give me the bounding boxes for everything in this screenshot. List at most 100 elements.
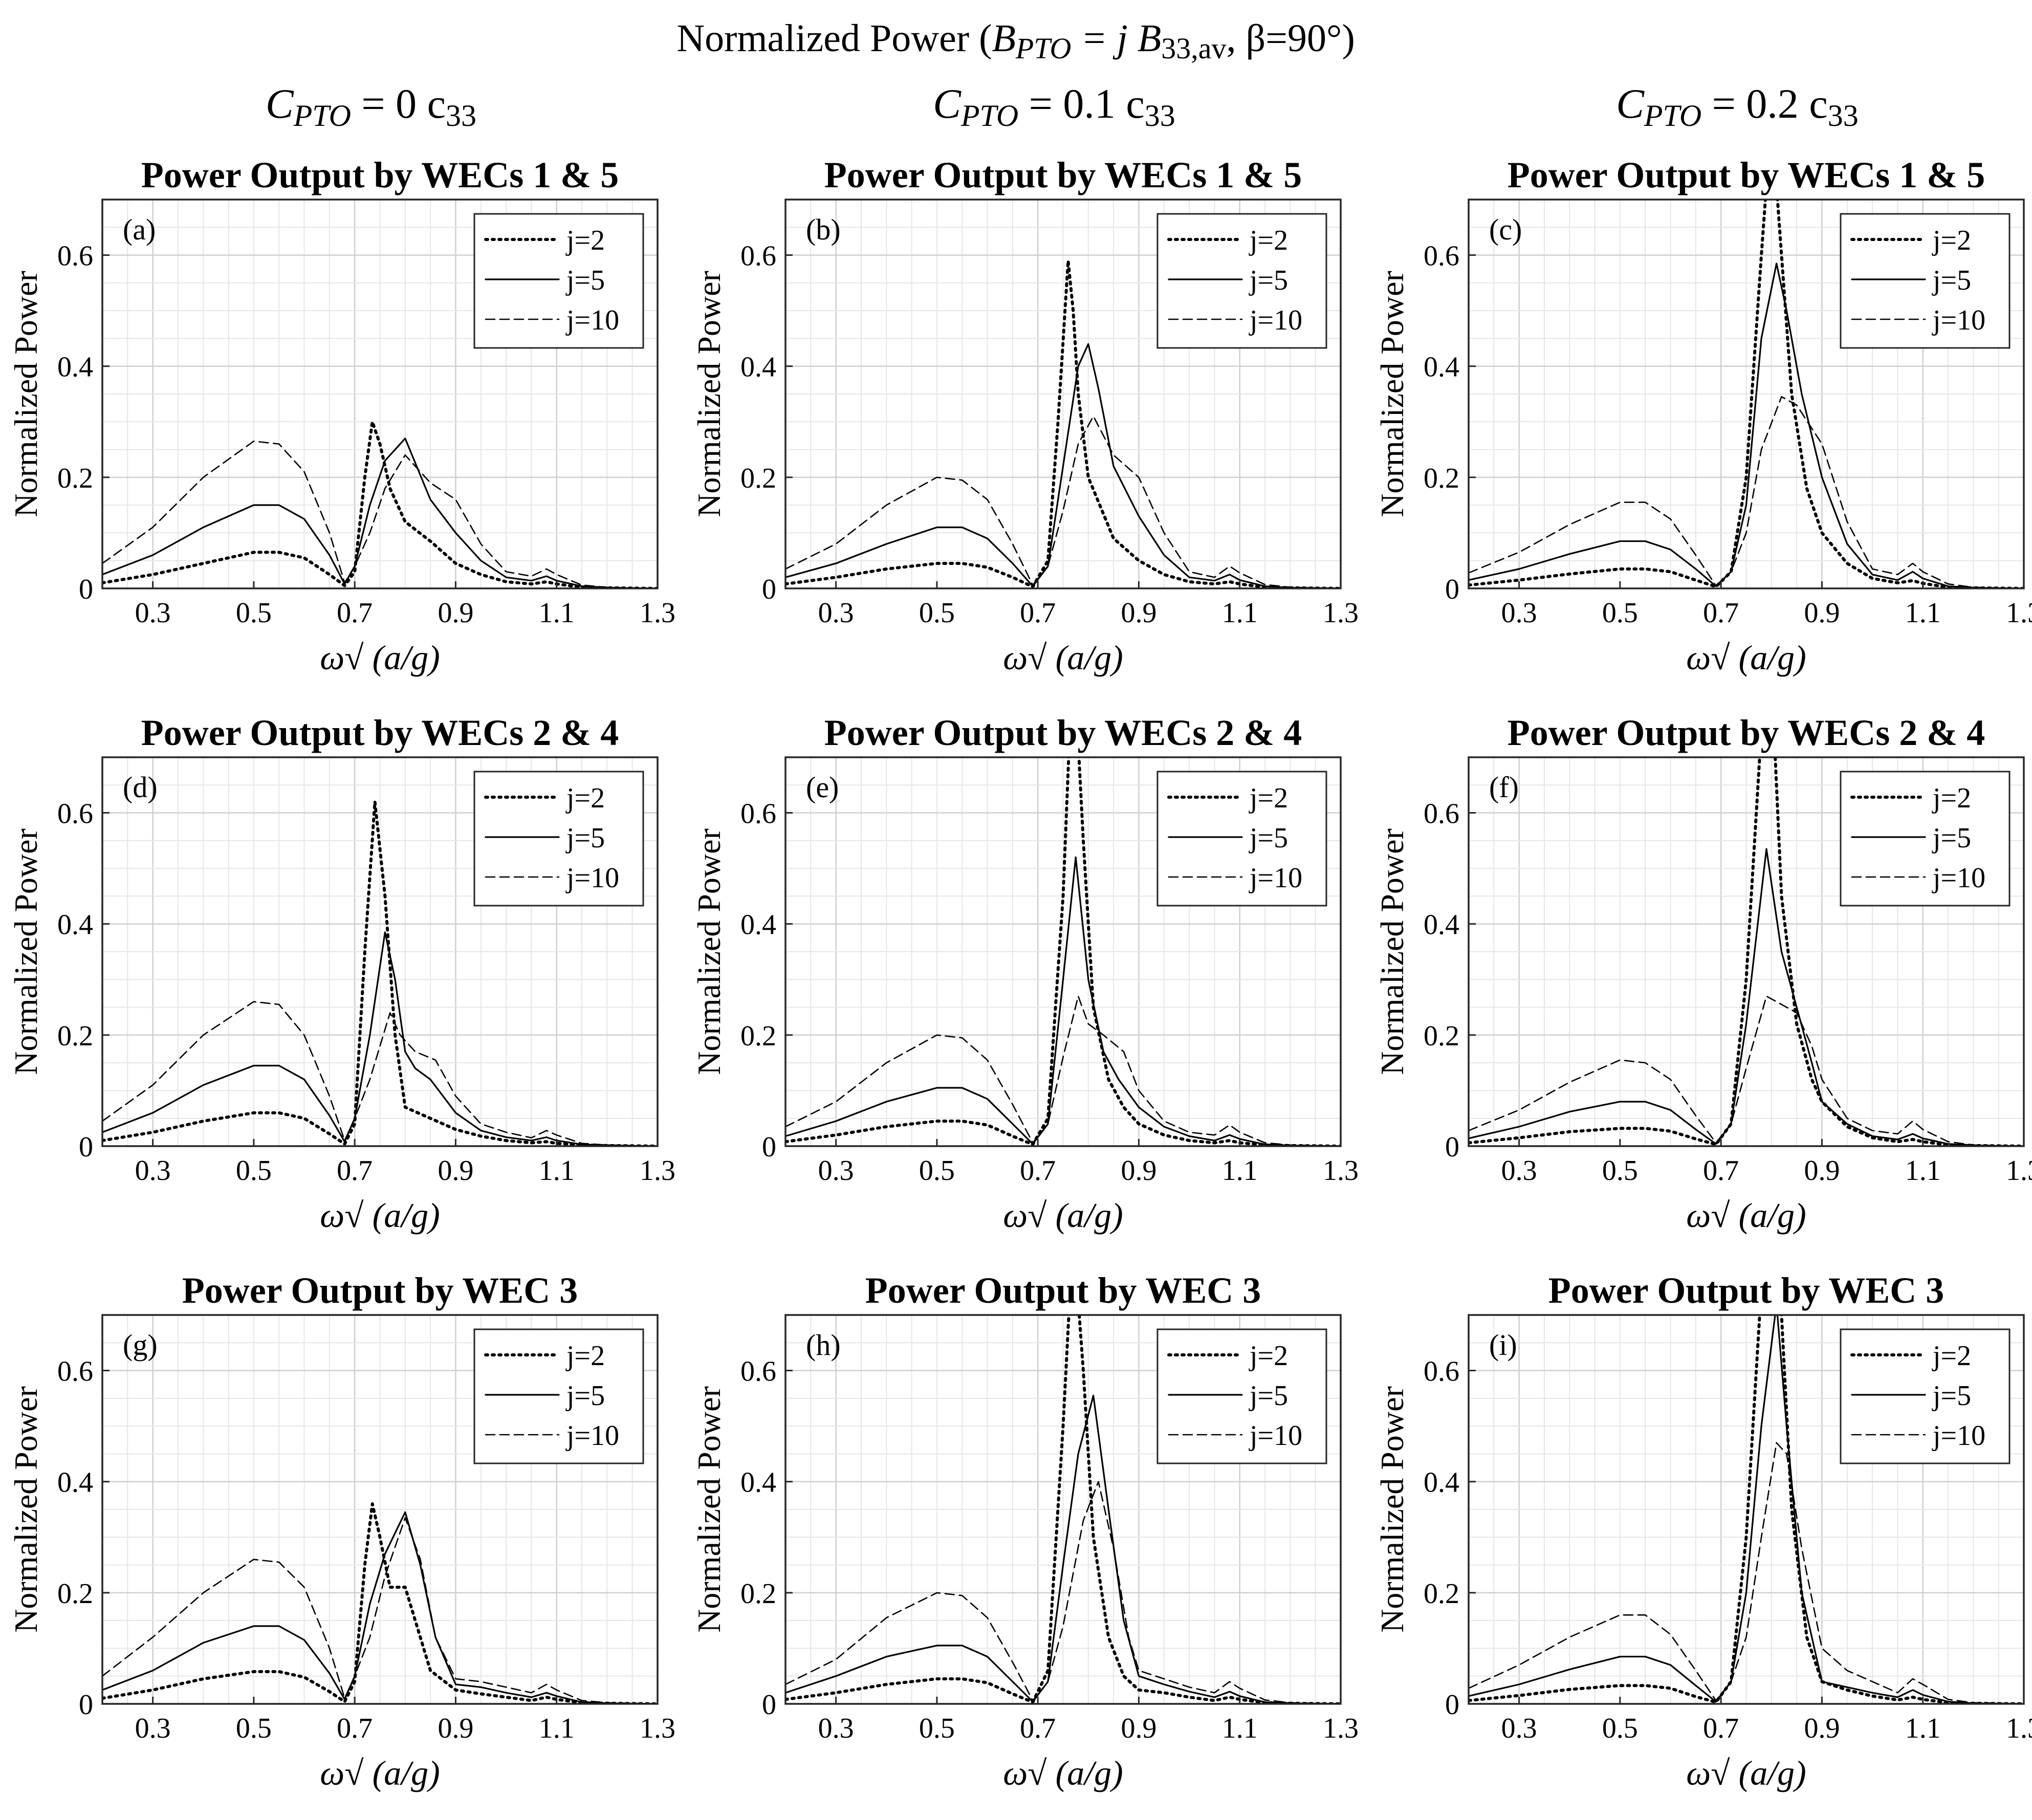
legend-box <box>473 1328 644 1464</box>
chart-panel-1: 0.3 0.5 0.7 0.9 1.1 1.3 0 0.2 0.4 0.6 Power Output… <box>8 155 675 677</box>
x-tick-label: 0.3 <box>1501 597 1537 629</box>
legend-label: j=2 <box>1249 1340 1288 1372</box>
x-tick-label: 0.7 <box>337 1713 373 1744</box>
x-tick-label: 1.3 <box>1323 1713 1359 1744</box>
legend: j=2 j=5 j=10 <box>1840 771 2011 907</box>
x-tick-label: 0.3 <box>1501 1713 1537 1744</box>
x-tick-label: 0.3 <box>818 1155 854 1187</box>
legend-label: j=5 <box>1932 265 1971 296</box>
x-axis-label: ω√ (a/g) <box>320 1196 440 1235</box>
y-tick-label: 0 <box>762 1131 776 1163</box>
series-line-j-5 <box>102 1511 658 1704</box>
series-line-j-5 <box>785 343 1341 588</box>
y-axis-label: Normalized Power <box>691 828 727 1075</box>
y-axis-label: Normalized Power <box>691 271 727 517</box>
legend-box <box>1156 213 1327 349</box>
x-tick-label: 0.3 <box>135 1155 171 1187</box>
series-group <box>785 757 1341 1146</box>
x-tick-label: 0.7 <box>1020 1155 1056 1187</box>
y-tick-label: 0.6 <box>1424 798 1459 830</box>
y-tick-label: 0.4 <box>1424 1467 1459 1499</box>
y-tick-label: 0 <box>79 1131 93 1163</box>
legend-label: j=10 <box>1932 862 1985 894</box>
y-tick-label: 0 <box>79 1689 93 1721</box>
x-tick-label: 0.7 <box>337 1155 373 1187</box>
x-tick-label: 1.1 <box>539 597 575 629</box>
legend-label: j=5 <box>1249 265 1288 296</box>
panel-title: Power Output by WECs 1 & 5 <box>141 155 619 195</box>
x-axis-label: ω√ (a/g) <box>320 1753 440 1792</box>
series-line-j-10 <box>102 441 658 588</box>
y-axis-label: Normalized Power <box>1374 828 1410 1075</box>
x-tick-label: 0.5 <box>1602 597 1638 629</box>
legend-label: j=10 <box>1932 304 1985 336</box>
legend-label: j=10 <box>565 304 619 336</box>
series-group <box>785 1315 1341 1704</box>
x-tick-label: 1.3 <box>1323 1155 1359 1187</box>
x-axis-label: ω√ (a/g) <box>1003 1196 1123 1235</box>
legend-label: j=10 <box>1932 1420 1985 1452</box>
chart-panel-5: 0.3 0.5 0.7 0.9 1.1 1.3 0 0.2 0.4 0.6 Power Output… <box>691 712 1359 1235</box>
series-line-j-2 <box>785 757 1341 1146</box>
legend-label: j=10 <box>565 862 619 894</box>
chart-panel-3: 0.3 0.5 0.7 0.9 1.1 1.3 0 0.2 0.4 0.6 Power Output… <box>1374 155 2032 677</box>
y-tick-label: 0.4 <box>740 909 776 941</box>
x-tick-label: 1.1 <box>1222 1155 1258 1187</box>
series-group <box>102 420 658 588</box>
panel-title: Power Output by WECs 1 & 5 <box>1507 155 1985 195</box>
x-tick-label: 1.1 <box>1905 1713 1941 1744</box>
x-tick-label: 1.3 <box>2006 597 2032 629</box>
y-axis-label: Normalized Power <box>1374 1386 1410 1633</box>
plot-frame <box>784 199 1342 589</box>
legend: j=2 j=5 j=10 <box>473 1328 644 1464</box>
x-tick-label: 0.9 <box>1804 1713 1840 1744</box>
legend-label: j=5 <box>1932 822 1971 854</box>
y-tick-label: 0.2 <box>740 463 776 494</box>
x-tick-label: 0.9 <box>438 1713 473 1744</box>
y-tick-label: 0.4 <box>740 1467 776 1499</box>
x-tick-label: 0.7 <box>1703 1155 1739 1187</box>
panels-container: 0.3 0.5 0.7 0.9 1.1 1.3 0 0.2 0.4 0.6 Power Output… <box>8 155 2032 1792</box>
legend-label: j=2 <box>1932 782 1971 814</box>
y-axis-label: Normalized Power <box>8 271 44 517</box>
series-line-j-10 <box>1469 995 2024 1146</box>
x-axis-label: ω√ (a/g) <box>1003 1753 1123 1792</box>
y-tick-label: 0.4 <box>1424 352 1459 383</box>
legend-label: j=2 <box>1932 225 1971 256</box>
x-tick-label: 0.9 <box>1804 597 1840 629</box>
y-axis-label: Normalized Power <box>691 1386 727 1633</box>
panel-tag: (c) <box>1489 213 1522 246</box>
legend-label: j=10 <box>1249 1420 1302 1452</box>
x-axis-label: ω√ (a/g) <box>1686 1196 1806 1235</box>
chart-panel-9: 0.3 0.5 0.7 0.9 1.1 1.3 0 0.2 0.4 0.6 Power Output… <box>1374 1270 2032 1792</box>
series-group <box>1469 200 2024 588</box>
legend-label: j=2 <box>1249 225 1288 256</box>
panel-tag: (b) <box>806 213 841 246</box>
y-tick-label: 0.6 <box>57 1356 93 1388</box>
x-tick-label: 1.3 <box>640 597 675 629</box>
legend-box <box>1156 1328 1327 1464</box>
x-tick-label: 0.3 <box>1501 1155 1537 1187</box>
plot-frame <box>784 1314 1342 1705</box>
plot-frame <box>101 1314 659 1705</box>
panel-tag: (h) <box>806 1328 841 1362</box>
chart-panel-7: 0.3 0.5 0.7 0.9 1.1 1.3 0 0.2 0.4 0.6 Power Output… <box>8 1270 675 1792</box>
series-line-j-10 <box>1469 396 2024 588</box>
series-line-j-10 <box>785 995 1341 1146</box>
y-tick-label: 0.4 <box>57 1467 93 1499</box>
series-line-j-5 <box>785 856 1341 1146</box>
legend-label: j=10 <box>1249 862 1302 894</box>
legend: j=2 j=5 j=10 <box>473 213 644 349</box>
series-line-j-5 <box>785 1394 1341 1704</box>
legend-label: j=5 <box>565 822 605 854</box>
legend-label: j=5 <box>1249 1380 1288 1412</box>
legend-label: j=2 <box>565 1340 605 1372</box>
y-tick-label: 0.4 <box>57 909 93 941</box>
x-tick-label: 0.5 <box>919 1155 955 1187</box>
y-tick-label: 0.6 <box>740 1356 776 1388</box>
x-tick-label: 0.9 <box>1121 1155 1156 1187</box>
x-tick-label: 0.3 <box>135 597 171 629</box>
y-tick-label: 0.4 <box>1424 909 1459 941</box>
legend-box <box>473 213 644 349</box>
